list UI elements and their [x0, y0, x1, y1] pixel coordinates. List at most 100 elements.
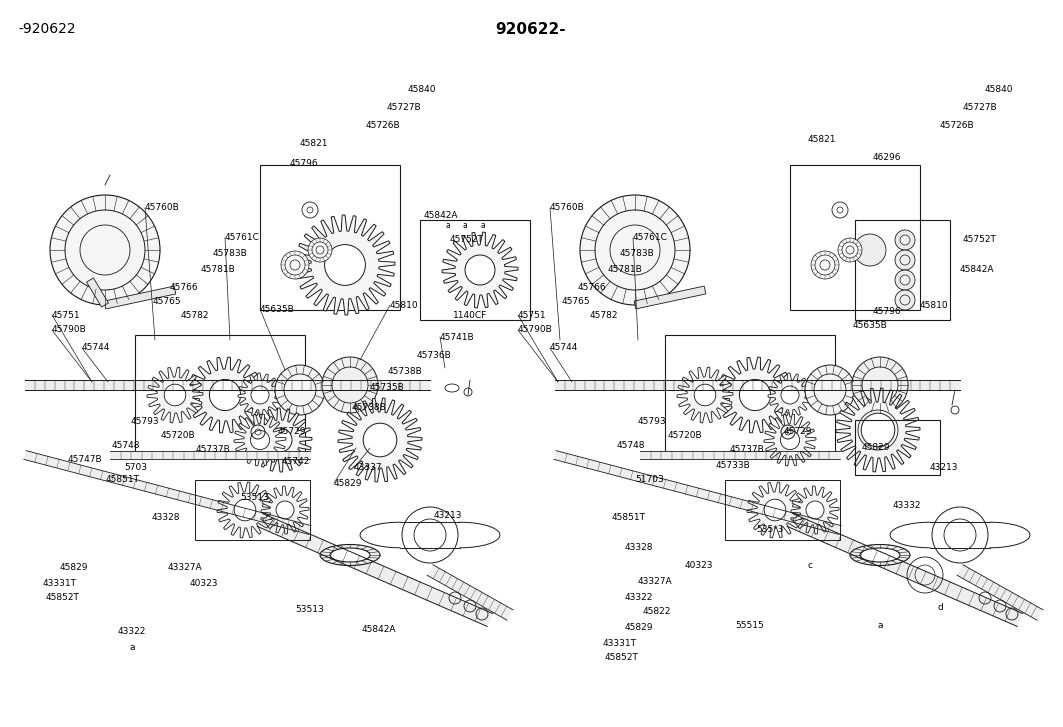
Text: 45781B: 45781B: [201, 265, 236, 275]
Polygon shape: [238, 373, 282, 417]
Text: 45851T: 45851T: [106, 475, 140, 484]
Bar: [665, 335, 836, 455]
Text: 45635B: 45635B: [260, 305, 294, 313]
Polygon shape: [764, 414, 816, 466]
Text: 535*3: 535*3: [756, 526, 783, 534]
Text: 45783B: 45783B: [213, 249, 248, 259]
Text: 43331T: 43331T: [43, 579, 77, 588]
Text: 45822: 45822: [643, 608, 672, 616]
Text: c: c: [877, 443, 882, 452]
Text: 55515: 55515: [735, 621, 763, 630]
Circle shape: [209, 379, 240, 411]
Circle shape: [281, 251, 309, 279]
Polygon shape: [554, 451, 841, 534]
Bar: [260, 165, 400, 310]
Text: 45747B: 45747B: [68, 456, 103, 465]
Circle shape: [740, 379, 771, 411]
Ellipse shape: [320, 545, 379, 566]
Text: 45781B: 45781B: [608, 265, 643, 275]
Text: a: a: [480, 220, 486, 230]
Text: 43322: 43322: [625, 593, 654, 603]
Circle shape: [805, 365, 855, 415]
Circle shape: [268, 428, 292, 452]
Circle shape: [861, 413, 895, 447]
Text: 45720B: 45720B: [161, 430, 196, 440]
Bar: [855, 220, 950, 320]
Circle shape: [580, 195, 690, 305]
Text: 45744: 45744: [82, 343, 111, 353]
Circle shape: [780, 430, 799, 449]
Text: 45738B: 45738B: [352, 403, 387, 411]
Circle shape: [164, 384, 186, 406]
Polygon shape: [296, 215, 395, 315]
Polygon shape: [635, 286, 706, 309]
Polygon shape: [791, 486, 839, 534]
Polygon shape: [147, 367, 203, 423]
Polygon shape: [788, 513, 1023, 627]
Circle shape: [50, 195, 161, 305]
Polygon shape: [217, 482, 273, 538]
Text: 45752T: 45752T: [450, 236, 484, 244]
Circle shape: [364, 423, 396, 457]
Text: 53513: 53513: [296, 606, 324, 614]
Polygon shape: [26, 380, 431, 390]
Polygon shape: [677, 367, 733, 423]
Text: 45737B: 45737B: [196, 446, 231, 454]
Text: 43322: 43322: [118, 627, 147, 637]
Bar: [725, 480, 840, 540]
Text: 45727B: 45727B: [387, 103, 422, 113]
Text: 45793: 45793: [638, 417, 667, 427]
Text: 45729: 45729: [784, 427, 812, 436]
Text: 45840: 45840: [408, 86, 437, 95]
Text: a: a: [130, 643, 135, 653]
Text: 40323: 40323: [685, 561, 713, 569]
Text: 45783B: 45783B: [620, 249, 655, 259]
Text: 45761C: 45761C: [632, 233, 668, 243]
Text: 45760B: 45760B: [550, 204, 585, 212]
Circle shape: [764, 499, 786, 521]
Polygon shape: [248, 408, 313, 472]
Circle shape: [324, 244, 366, 286]
Circle shape: [322, 357, 378, 413]
Polygon shape: [427, 565, 513, 620]
Circle shape: [251, 430, 270, 449]
Text: 40323: 40323: [190, 579, 219, 587]
Text: 45790B: 45790B: [52, 326, 87, 334]
Text: 5703: 5703: [124, 462, 147, 472]
Ellipse shape: [330, 548, 370, 562]
Text: 45738B: 45738B: [388, 368, 423, 377]
Text: 45829: 45829: [60, 563, 88, 572]
Text: 1140CF: 1140CF: [453, 311, 487, 321]
Polygon shape: [187, 357, 263, 433]
Text: 45821: 45821: [300, 139, 328, 148]
Text: -920622: -920622: [18, 22, 75, 36]
Text: 45810: 45810: [919, 300, 948, 310]
Text: 43213: 43213: [930, 464, 959, 473]
Text: 45741B: 45741B: [440, 332, 474, 342]
Polygon shape: [23, 451, 311, 534]
Circle shape: [275, 365, 325, 415]
Polygon shape: [718, 357, 793, 433]
Text: 45766: 45766: [170, 284, 199, 292]
Text: 53513: 53513: [240, 494, 269, 502]
Text: 45851T: 45851T: [612, 513, 646, 523]
Polygon shape: [555, 380, 960, 390]
Polygon shape: [234, 414, 286, 466]
Text: 45751: 45751: [52, 310, 81, 319]
Text: 45742: 45742: [282, 457, 310, 467]
Text: 45852T: 45852T: [46, 593, 80, 603]
Text: 45748: 45748: [112, 441, 140, 449]
Circle shape: [895, 290, 915, 310]
Text: 45782: 45782: [181, 310, 209, 319]
Text: d: d: [937, 603, 943, 613]
Text: 45744: 45744: [550, 343, 578, 353]
Text: 43328: 43328: [625, 544, 654, 553]
Circle shape: [465, 255, 495, 285]
Bar: [855, 420, 940, 475]
Text: 45782: 45782: [590, 310, 619, 319]
Text: 45842A: 45842A: [362, 625, 396, 635]
Text: 51703: 51703: [635, 475, 663, 484]
Circle shape: [251, 386, 269, 404]
Text: 43328: 43328: [152, 513, 181, 523]
Bar: [195, 480, 310, 540]
